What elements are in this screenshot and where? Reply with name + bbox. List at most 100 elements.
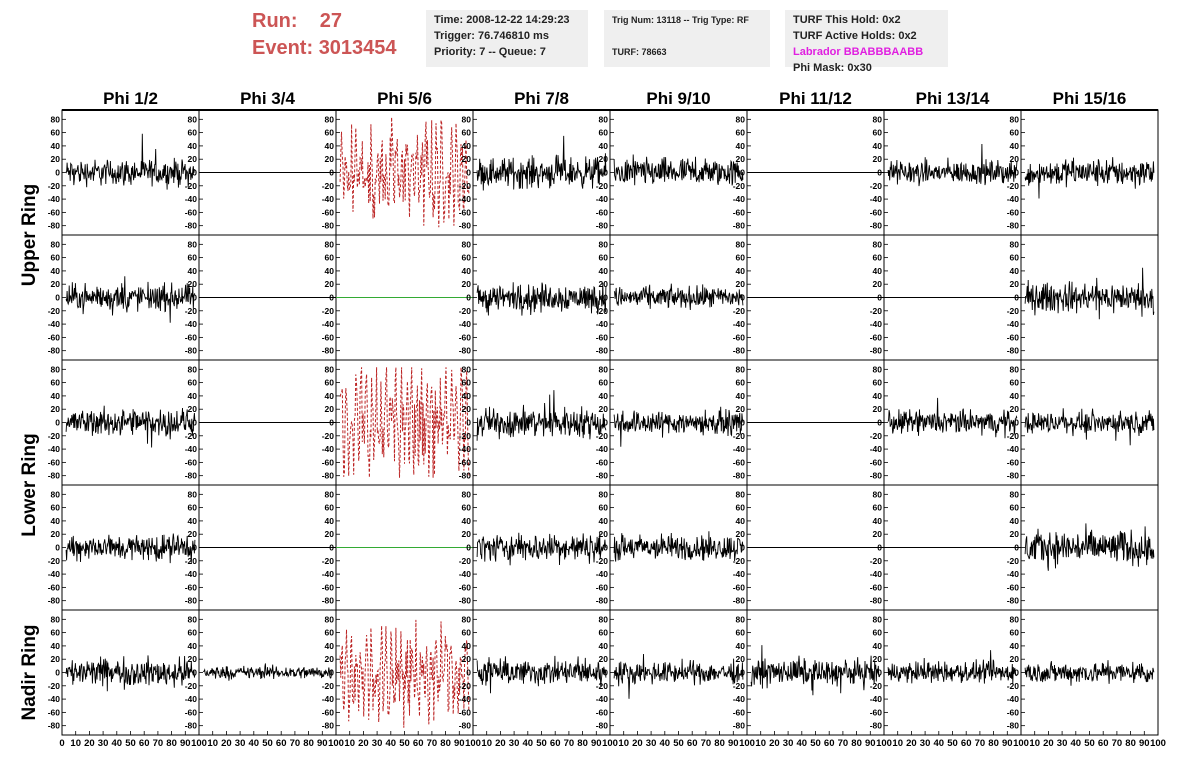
y-tick-label: 0 xyxy=(877,418,882,428)
y-tick-label: 20 xyxy=(462,529,472,539)
y-tick-label: 80 xyxy=(599,364,609,374)
y-tick-label: -80 xyxy=(596,346,609,356)
y-tick-label: -80 xyxy=(459,471,472,481)
y-tick-label: -80 xyxy=(459,221,472,231)
y-tick-label: 40 xyxy=(462,391,472,401)
y-tick-label: -80 xyxy=(48,596,61,606)
waveform-trace xyxy=(613,653,744,699)
x-tick-label: 20 xyxy=(632,738,643,749)
y-tick-label: 20 xyxy=(1010,404,1020,414)
y-tick-label: -20 xyxy=(322,681,335,691)
y-tick-label: 20 xyxy=(51,154,61,164)
y-tick-label: -40 xyxy=(870,694,883,704)
y-tick-label: -20 xyxy=(870,681,883,691)
x-tick-label: 20 xyxy=(358,738,369,749)
column-header: Phi 5/6 xyxy=(377,89,432,108)
panel: -80 -60 -40 -20 0 20 40 60 80 xyxy=(48,234,200,361)
panel: -80 -60 -40 -20 0 20 40 60 80 xyxy=(459,484,611,611)
x-tick-label: 60 xyxy=(139,738,150,749)
x-tick-label: 90 xyxy=(1002,738,1013,749)
panel: -80 -60 -40 -20 0 20 40 60 80 xyxy=(185,359,337,486)
panel: -80 -60 -40 -20 0 20 40 60 80 xyxy=(48,609,200,736)
y-tick-label: -60 xyxy=(48,707,61,717)
y-tick-label: 80 xyxy=(599,239,609,249)
y-tick-label: -40 xyxy=(870,569,883,579)
column-header: Phi 15/16 xyxy=(1053,89,1127,108)
y-tick-label: 0 xyxy=(1014,543,1019,553)
y-tick-label: 0 xyxy=(603,543,608,553)
y-tick-label: 0 xyxy=(55,543,60,553)
y-tick-label: 0 xyxy=(192,668,197,678)
y-tick-label: 0 xyxy=(192,418,197,428)
x-tick-label: 50 xyxy=(947,738,958,749)
y-tick-label: -80 xyxy=(733,346,746,356)
waveform-trace xyxy=(65,533,196,564)
y-tick-label: 0 xyxy=(466,293,471,303)
y-tick-label: 60 xyxy=(462,128,472,138)
y-tick-label: 60 xyxy=(599,253,609,263)
y-tick-label: 0 xyxy=(466,543,471,553)
turf-hold-text: TURF This Hold: 0x2 xyxy=(793,14,901,26)
x-tick-label: 80 xyxy=(303,738,314,749)
y-tick-label: 0 xyxy=(603,168,608,178)
priority-text: Priority: 7 -- Queue: 7 xyxy=(434,46,546,58)
y-tick-label: -40 xyxy=(322,694,335,704)
y-tick-label: 40 xyxy=(462,641,472,651)
panel: -80 -60 -40 -20 0 20 40 60 80 xyxy=(870,609,1022,736)
y-tick-label: 60 xyxy=(599,503,609,513)
y-tick-label: 0 xyxy=(877,668,882,678)
x-tick-label: 30 xyxy=(509,738,520,749)
y-tick-label: -80 xyxy=(459,596,472,606)
y-tick-label: 0 xyxy=(55,418,60,428)
y-tick-label: 20 xyxy=(325,404,335,414)
y-tick-label: 80 xyxy=(188,114,198,124)
y-tick-label: 40 xyxy=(188,516,198,526)
y-tick-label: 80 xyxy=(873,614,883,624)
x-tick-label: 90 xyxy=(1139,738,1150,749)
y-tick-label: 40 xyxy=(736,641,746,651)
y-tick-label: -60 xyxy=(459,457,472,467)
y-tick-label: -60 xyxy=(870,457,883,467)
y-tick-label: 0 xyxy=(329,418,334,428)
y-tick-label: -40 xyxy=(733,194,746,204)
x-tick-label: 70 xyxy=(701,738,712,749)
y-tick-label: 80 xyxy=(1010,239,1020,249)
y-tick-label: 80 xyxy=(51,239,61,249)
y-tick-label: 40 xyxy=(188,141,198,151)
panel: -80 -60 -40 -20 0 20 40 60 80 xyxy=(870,359,1022,486)
y-tick-label: 20 xyxy=(188,404,198,414)
y-tick-label: 60 xyxy=(1010,503,1020,513)
x-tick-label: 10 xyxy=(1029,738,1040,749)
y-tick-label: 0 xyxy=(466,168,471,178)
x-tick-label: 10 xyxy=(70,738,81,749)
y-tick-label: 40 xyxy=(873,641,883,651)
y-tick-label: -60 xyxy=(48,582,61,592)
x-tick-label: 50 xyxy=(810,738,821,749)
y-tick-label: 40 xyxy=(1010,641,1020,651)
y-tick-label: 20 xyxy=(188,654,198,664)
waveform-trace xyxy=(476,532,607,566)
y-tick-label: 40 xyxy=(599,641,609,651)
time-text: Time: 2008-12-22 14:29:23 xyxy=(434,14,570,26)
run-label: Run: xyxy=(252,10,298,32)
y-tick-label: -60 xyxy=(596,582,609,592)
y-tick-label: 40 xyxy=(51,516,61,526)
x-tick-label: 30 xyxy=(235,738,246,749)
event-line: Event: 3013454 xyxy=(252,35,420,62)
x-tick-label: 90 xyxy=(591,738,602,749)
y-tick-label: -20 xyxy=(185,431,198,441)
y-tick-label: -40 xyxy=(459,194,472,204)
y-tick-label: -60 xyxy=(1007,457,1020,467)
y-tick-label: 0 xyxy=(740,293,745,303)
panel: -80 -60 -40 -20 0 20 40 60 80 xyxy=(870,234,1022,361)
y-tick-label: -80 xyxy=(48,221,61,231)
y-tick-label: 0 xyxy=(329,293,334,303)
x-tick-label: 40 xyxy=(523,738,534,749)
waveform-trace xyxy=(65,276,196,323)
y-tick-label: 80 xyxy=(599,489,609,499)
y-tick-label: 0 xyxy=(55,168,60,178)
y-tick-label: -60 xyxy=(185,457,198,467)
y-tick-label: -80 xyxy=(733,221,746,231)
panel: -80 -60 -40 -20 0 20 40 60 80 xyxy=(1007,234,1159,361)
y-tick-label: -40 xyxy=(870,194,883,204)
